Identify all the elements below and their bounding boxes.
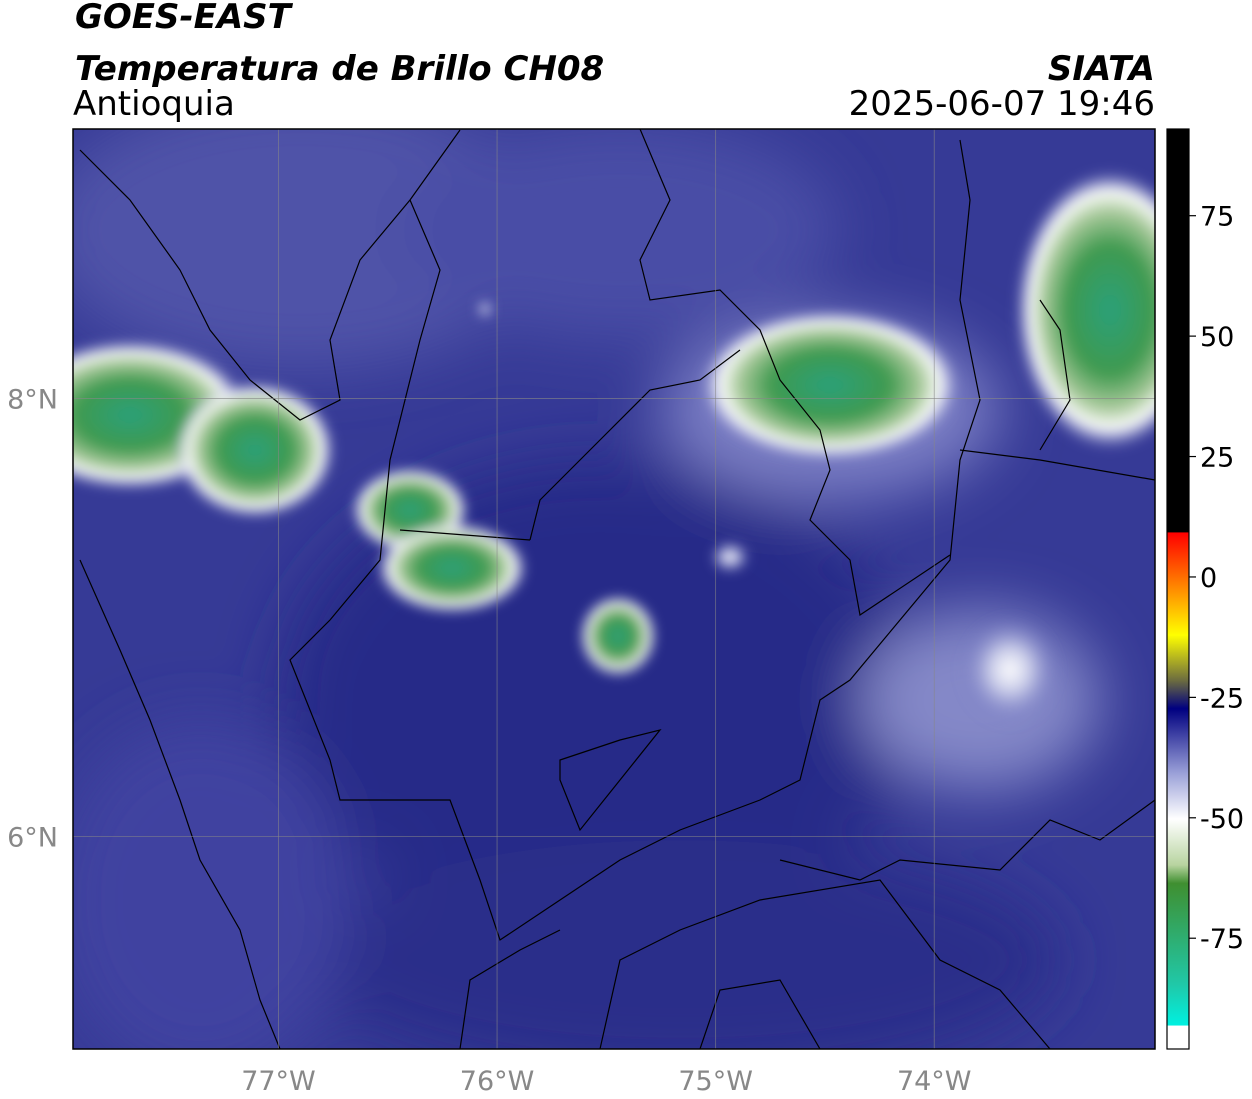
colorbar-tick-label: -75 — [1200, 924, 1244, 955]
title: GOES-EAST — [75, 0, 294, 37]
region: Antioquia — [73, 84, 235, 124]
x-tick-label: 75°W — [678, 1066, 753, 1097]
map-frame — [72, 128, 1156, 1050]
colorbar-tick-label: 25 — [1200, 443, 1234, 474]
colorbar-tick-label: 75 — [1200, 202, 1234, 233]
borders — [79, 129, 1155, 1049]
y-tick-label: 8°N — [7, 384, 58, 415]
subtitle: Temperatura de Brillo CH08 — [75, 49, 604, 89]
x-tick-label: 74°W — [897, 1066, 972, 1097]
map-image — [73, 129, 1155, 1049]
colorbar-tick-label: 50 — [1200, 322, 1234, 353]
colorbar-tick-label: -25 — [1200, 683, 1244, 714]
datetime: 2025-06-07 19:46 — [849, 84, 1155, 124]
x-tick-label: 76°W — [460, 1066, 535, 1097]
x-tick-label: 77°W — [241, 1066, 316, 1097]
colorbar-tick-label: 0 — [1200, 563, 1217, 594]
colorbar — [1166, 128, 1190, 1050]
y-tick-label: 6°N — [7, 823, 58, 854]
source: SIATA — [1048, 49, 1155, 89]
colorbar-tick-label: -50 — [1200, 804, 1244, 835]
